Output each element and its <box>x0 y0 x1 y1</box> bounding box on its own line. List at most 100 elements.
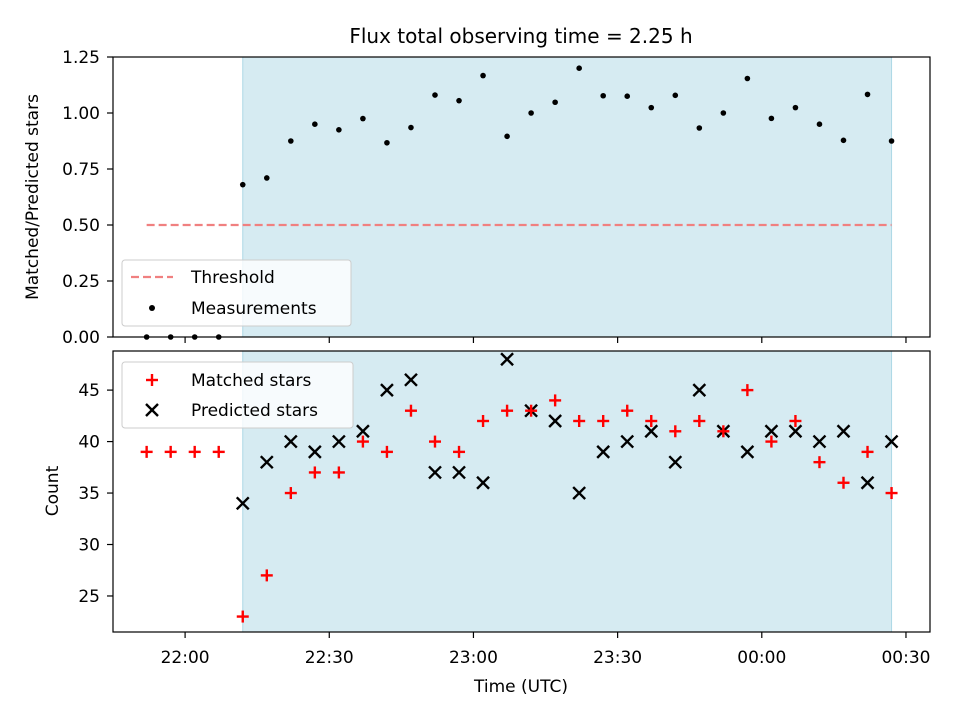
predicted-star-point <box>404 372 418 387</box>
legend-predicted-swatch <box>145 403 159 417</box>
bottom-y-tick-label: 45 <box>78 381 100 401</box>
measurement-point <box>672 92 679 99</box>
legend-threshold-label: Threshold <box>190 268 275 288</box>
matched-star-point <box>741 384 754 397</box>
matched-star-point <box>549 394 562 407</box>
measurement-point <box>888 138 895 144</box>
predicted-star-point <box>764 424 779 439</box>
measurement-point <box>263 175 270 181</box>
predicted-star-point <box>740 445 755 459</box>
matched-star-point <box>525 404 538 417</box>
measurement-point <box>744 75 751 82</box>
predicted-star-point <box>452 465 466 480</box>
measurement-point <box>384 139 390 146</box>
predicted-star-point <box>836 424 851 439</box>
predicted-star-point <box>548 414 562 428</box>
bottom-legend-box <box>121 361 354 429</box>
top-y-axis-label: Matched/Predicted stars <box>23 94 43 300</box>
measurement-point <box>648 104 655 111</box>
measurement-point <box>336 127 342 133</box>
bottom-y-tick-label: 30 <box>78 536 100 556</box>
predicted-star-point <box>259 455 274 470</box>
predicted-star-point <box>620 434 635 449</box>
legend-measurements-swatch <box>149 305 155 311</box>
top-axes-frame <box>112 56 931 338</box>
x-tick-label: 23:30 <box>593 648 642 668</box>
matched-star-point <box>380 445 393 458</box>
matched-star-point <box>236 610 249 623</box>
top-y-tick-label: 0.00 <box>62 328 100 348</box>
matched-star-point <box>428 435 441 448</box>
matched-star-point <box>693 414 706 427</box>
top-y-tick-label: 0.50 <box>62 216 100 236</box>
predicted-star-point <box>812 434 827 449</box>
measurement-point <box>576 65 582 71</box>
measurement-point <box>552 99 558 106</box>
measurement-point <box>504 133 510 140</box>
matched-star-point <box>573 414 586 427</box>
top-y-tick-label: 1.25 <box>62 48 100 68</box>
bottom-panel: 25 30 35 40 45 22:00 22:30 23:00 23:30 00:00 00:3… <box>43 350 931 697</box>
measurement-point <box>528 110 534 116</box>
predicted-star-point <box>356 424 370 439</box>
matched-star-point <box>789 414 802 427</box>
matched-star-point <box>332 466 345 479</box>
matched-star-point <box>885 487 898 500</box>
x-tick-label: 23:00 <box>449 648 498 668</box>
predicted-star-point <box>644 424 659 439</box>
legend-matched-swatch <box>146 374 158 386</box>
measurement-point <box>768 115 775 122</box>
bottom-axes-frame <box>112 350 931 633</box>
measurement-point <box>480 72 486 79</box>
measurement-point <box>864 91 871 98</box>
matched-star-point <box>356 435 369 448</box>
predicted-star-point <box>476 475 490 490</box>
top-panel: 0.00 0.25 0.50 0.75 1.00 1.25 Matched/Predict… <box>23 48 931 348</box>
top-legend: Threshold Measurements <box>121 259 352 327</box>
measurement-point <box>288 138 294 144</box>
x-axis-label: Time (UTC) <box>473 677 568 697</box>
x-tick-label: 22:00 <box>161 648 210 668</box>
bottom-y-tick-label: 35 <box>78 484 100 504</box>
matched-star-point <box>837 476 850 489</box>
matched-star-point <box>861 445 874 458</box>
measurement-point <box>600 92 606 99</box>
matched-star-point <box>284 487 297 500</box>
bottom-y-axis-label: Count <box>43 465 63 516</box>
measurement-point <box>239 181 246 188</box>
matched-star-point <box>717 425 730 438</box>
legend-matched-label: Matched stars <box>191 371 311 391</box>
matched-star-point <box>813 456 826 469</box>
matched-star-point <box>188 445 201 458</box>
matched-star-point <box>404 404 417 417</box>
predicted-star-point <box>860 475 875 490</box>
matched-star-point <box>501 404 514 417</box>
predicted-star-point <box>307 445 322 459</box>
x-tick-label: 00:00 <box>737 648 786 668</box>
legend-measurements-label: Measurements <box>191 299 317 319</box>
matched-star-point <box>260 569 273 582</box>
bottom-y-tick-label: 25 <box>78 587 100 607</box>
top-y-tick-label: 0.75 <box>62 160 100 180</box>
matched-star-point <box>645 414 658 427</box>
predicted-star-point <box>596 445 611 459</box>
predicted-star-point <box>332 434 346 449</box>
matched-star-point <box>597 414 610 427</box>
measurement-point <box>312 121 318 127</box>
matched-star-point <box>308 466 321 479</box>
predicted-star-point <box>283 434 298 449</box>
predicted-star-point <box>572 486 587 500</box>
matched-star-point <box>477 414 490 427</box>
x-tick-label: 22:30 <box>305 648 354 668</box>
predicted-star-point <box>788 424 803 439</box>
matched-star-point <box>140 445 153 458</box>
measurement-point <box>624 93 631 99</box>
top-y-tick-label: 1.00 <box>62 104 100 124</box>
top-legend-box <box>121 259 352 327</box>
matched-star-point <box>453 445 466 458</box>
measurement-point <box>360 115 366 122</box>
matched-star-point <box>164 445 177 458</box>
measurement-point <box>720 110 727 116</box>
predicted-star-point <box>428 465 442 480</box>
